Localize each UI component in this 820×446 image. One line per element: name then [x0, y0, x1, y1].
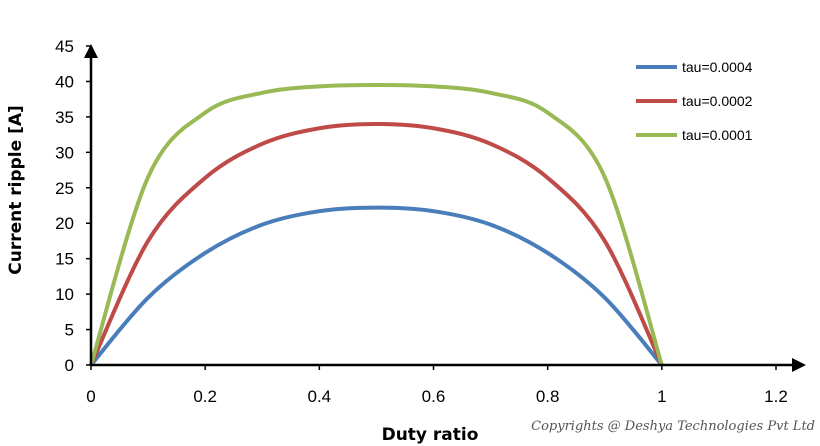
x-axis-title: Duty ratio [382, 425, 479, 445]
y-axis-title: Current ripple [A] [6, 105, 26, 275]
copyright-watermark: Copyrights @ Deshya Technologies Pvt Ltd [531, 419, 815, 434]
y-tick-label: 15 [55, 250, 74, 269]
axes [84, 44, 806, 372]
legend-label-2: tau=0.0002 [682, 93, 753, 109]
legend: tau=0.0004 tau=0.0002 tau=0.0001 [636, 59, 753, 143]
y-tick-label: 45 [55, 37, 74, 56]
series-line-3 [89, 82, 664, 366]
y-tick-label: 40 [55, 72, 74, 91]
x-tick-label: 0.2 [193, 387, 217, 406]
y-tick-label: 5 [65, 321, 74, 340]
x-tick-label: 0 [86, 387, 95, 406]
legend-label-1: tau=0.0004 [682, 59, 753, 75]
series-line-2 [89, 121, 664, 366]
y-tick-label: 20 [55, 214, 74, 233]
y-tick-label: 35 [55, 108, 74, 127]
x-tick-label: 0.4 [308, 387, 332, 406]
x-tick-label: 0.6 [422, 387, 446, 406]
y-tick-label: 0 [65, 356, 74, 375]
x-tick-label: 0.8 [536, 387, 560, 406]
legend-label-3: tau=0.0001 [682, 127, 753, 143]
x-tick-label: 1 [657, 387, 666, 406]
y-tick-label: 25 [55, 179, 74, 198]
x-axis-arrow [792, 358, 806, 372]
series-layer [89, 82, 664, 367]
x-tick-label: 1.2 [764, 387, 788, 406]
y-tick-label: 30 [55, 143, 74, 162]
series-line-1 [89, 205, 664, 367]
y-tick-label: 10 [55, 285, 74, 304]
y-axis-arrow [84, 44, 98, 58]
tick-labels: 0 0.2 0.4 0.6 0.8 1 1.2 0 5 10 15 20 25 30 35 40 45 [55, 37, 788, 406]
